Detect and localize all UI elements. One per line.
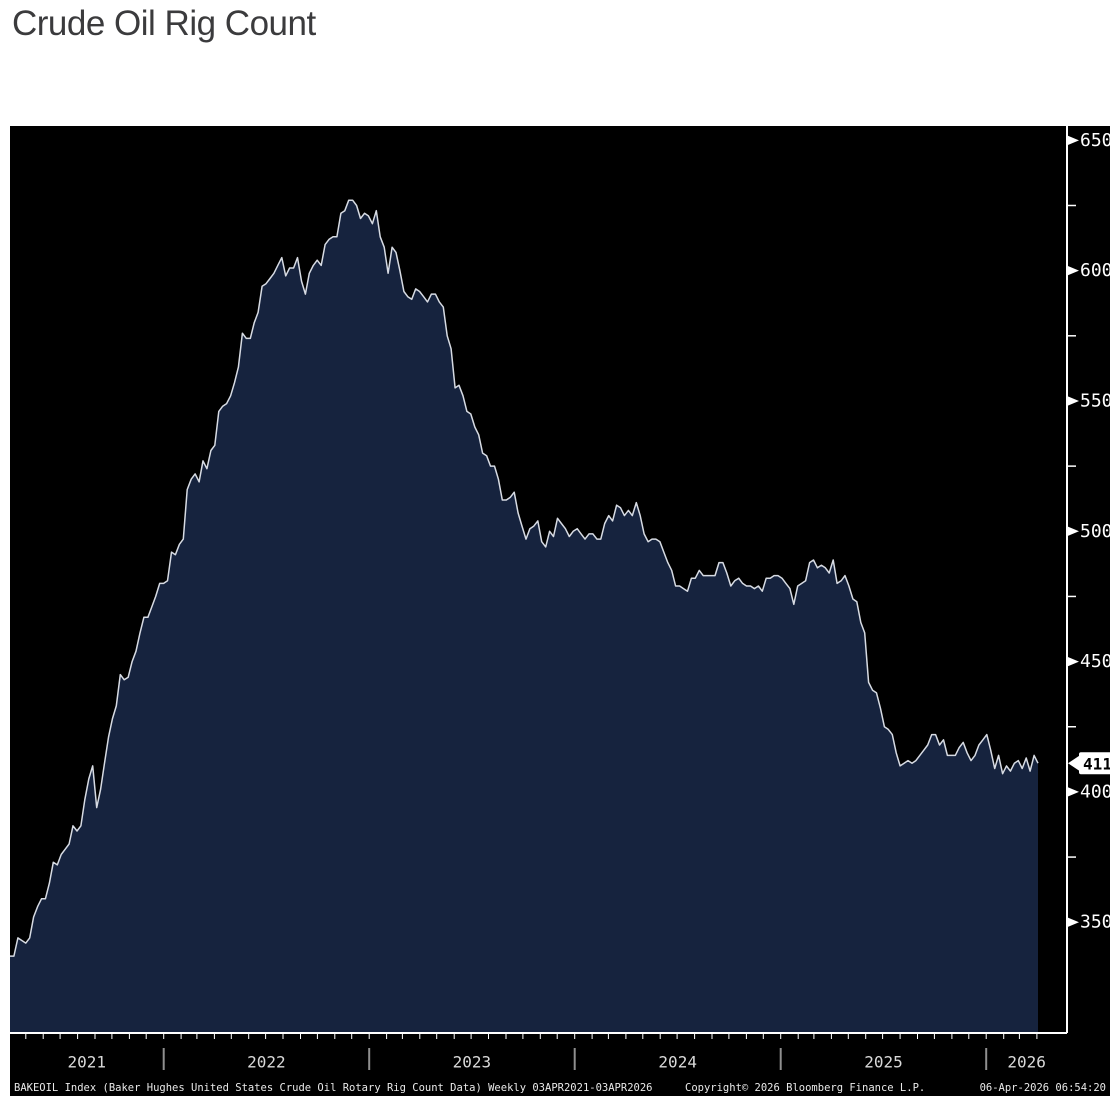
y-tick-arrow-icon <box>1067 526 1079 537</box>
x-year-label: 2024 <box>658 1053 697 1072</box>
chart-footer: BAKEOIL Index (Baker Hughes United State… <box>10 1078 1110 1094</box>
x-year-label: 2022 <box>247 1053 286 1072</box>
y-tick-arrow-icon <box>1067 135 1079 146</box>
y-tick-arrow-icon <box>1067 395 1079 406</box>
y-tick-label: 500 <box>1080 521 1110 542</box>
chart-plot-area: 350 400 450 500 550 600 650 2021 2022 2023 2024 202… <box>10 126 1110 1072</box>
line-series <box>10 199 1039 957</box>
y-tick-label: 550 <box>1080 390 1110 411</box>
y-tick-label: 350 <box>1080 912 1110 933</box>
crude-oil-rig-count-chart: 350 400 450 500 550 600 650 2021 2022 2023 2024 202… <box>10 126 1110 1096</box>
y-tick-arrow-icon <box>1067 786 1079 797</box>
footer-copyright-text: Copyright© 2026 Bloomberg Finance L.P. <box>685 1082 926 1094</box>
x-year-label: 2025 <box>864 1053 903 1072</box>
footer-timestamp-text: 06-Apr-2026 06:54:20 <box>979 1082 1106 1094</box>
y-tick-arrow-icon <box>1067 917 1079 928</box>
area-series-fill <box>10 200 1038 1034</box>
y-tick-arrow-icon <box>1067 265 1079 276</box>
footer-source-text: BAKEOIL Index (Baker Hughes United State… <box>14 1082 653 1094</box>
last-value-flag-pointer-icon <box>1068 755 1080 772</box>
y-tick-label: 600 <box>1080 260 1110 281</box>
last-value-flag-text: 411 <box>1083 755 1110 774</box>
x-year-label: 2026 <box>1007 1053 1046 1072</box>
x-year-label: 2023 <box>453 1053 492 1072</box>
y-tick-label: 650 <box>1080 130 1110 151</box>
y-tick-label: 450 <box>1080 651 1110 672</box>
y-tick-label: 400 <box>1080 781 1110 802</box>
last-value-flag-box <box>1079 752 1110 775</box>
page-title: Crude Oil Rig Count <box>12 4 316 43</box>
x-year-label: 2021 <box>68 1053 107 1072</box>
y-tick-arrow-icon <box>1067 656 1079 667</box>
